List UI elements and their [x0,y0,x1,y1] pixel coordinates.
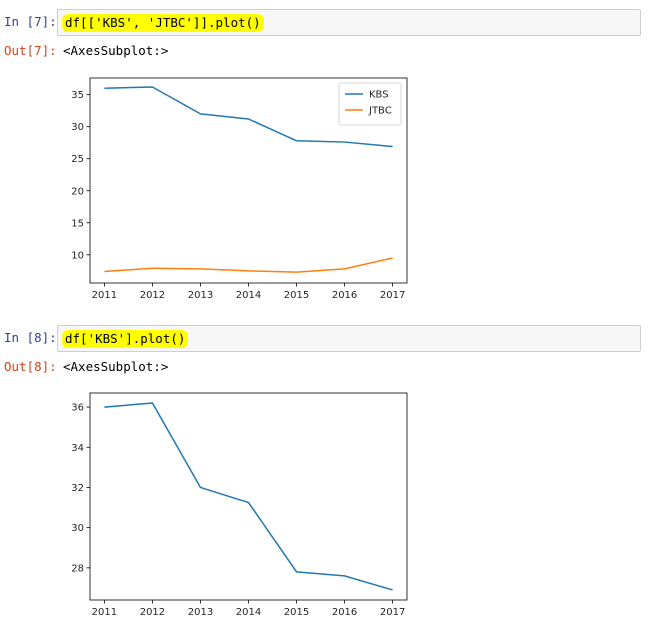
x-tick-label: 2014 [236,607,261,618]
legend: KBS JTBC [338,82,402,126]
output-text: <AxesSubplot:> [63,359,169,374]
y-tick-label: 30 [71,122,84,133]
output-text: <AxesSubplot:> [63,43,169,58]
output-prompt: Out[7]: [4,43,57,58]
x-tick-label: 2016 [332,290,357,301]
code-text[interactable]: df['KBS'].plot() [62,330,189,348]
y-tick-label: 28 [71,563,84,574]
y-tick-label: 34 [71,443,84,454]
line-chart-kbs: 2011 2012 2013 2014 2015 2016 2017 28 30 32 34 36 [71,392,408,618]
input-prompt: In [7]: [4,14,57,29]
x-tick-label: 2014 [236,290,261,301]
y-tick-label: 32 [71,483,84,494]
code-cell-input[interactable]: df['KBS'].plot() [57,325,641,352]
y-tick-label: 20 [71,186,84,197]
x-tick-label: 2012 [140,290,165,301]
output-prompt: Out[8]: [4,359,57,374]
legend-label: KBS [369,90,389,101]
x-tick-label: 2011 [92,290,117,301]
y-tick-label: 25 [71,154,84,165]
x-tick-label: 2017 [380,290,405,301]
input-prompt: In [8]: [4,330,57,345]
x-tick-label: 2017 [380,607,405,618]
y-tick-label: 15 [71,218,84,229]
x-tick-label: 2015 [284,607,309,618]
code-cell-input[interactable]: df[['KBS', 'JTBC']].plot() [57,9,641,36]
y-tick-label: 36 [71,403,84,414]
y-tick-label: 30 [71,523,84,534]
x-tick-label: 2013 [188,290,213,301]
y-tick-label: 10 [71,250,84,261]
y-tick-label: 35 [71,90,84,101]
x-tick-label: 2011 [92,607,117,618]
code-text[interactable]: df[['KBS', 'JTBC']].plot() [62,14,264,32]
x-tick-label: 2015 [284,290,309,301]
axes-frame [89,392,408,601]
legend-label: JTBC [368,106,392,117]
line-chart-kbs-jtbc: 2011 2012 2013 2014 2015 2016 2017 10 15 20 25 30 35… [71,77,408,301]
x-tick-label: 2013 [188,607,213,618]
x-tick-label: 2012 [140,607,165,618]
x-tick-label: 2016 [332,607,357,618]
